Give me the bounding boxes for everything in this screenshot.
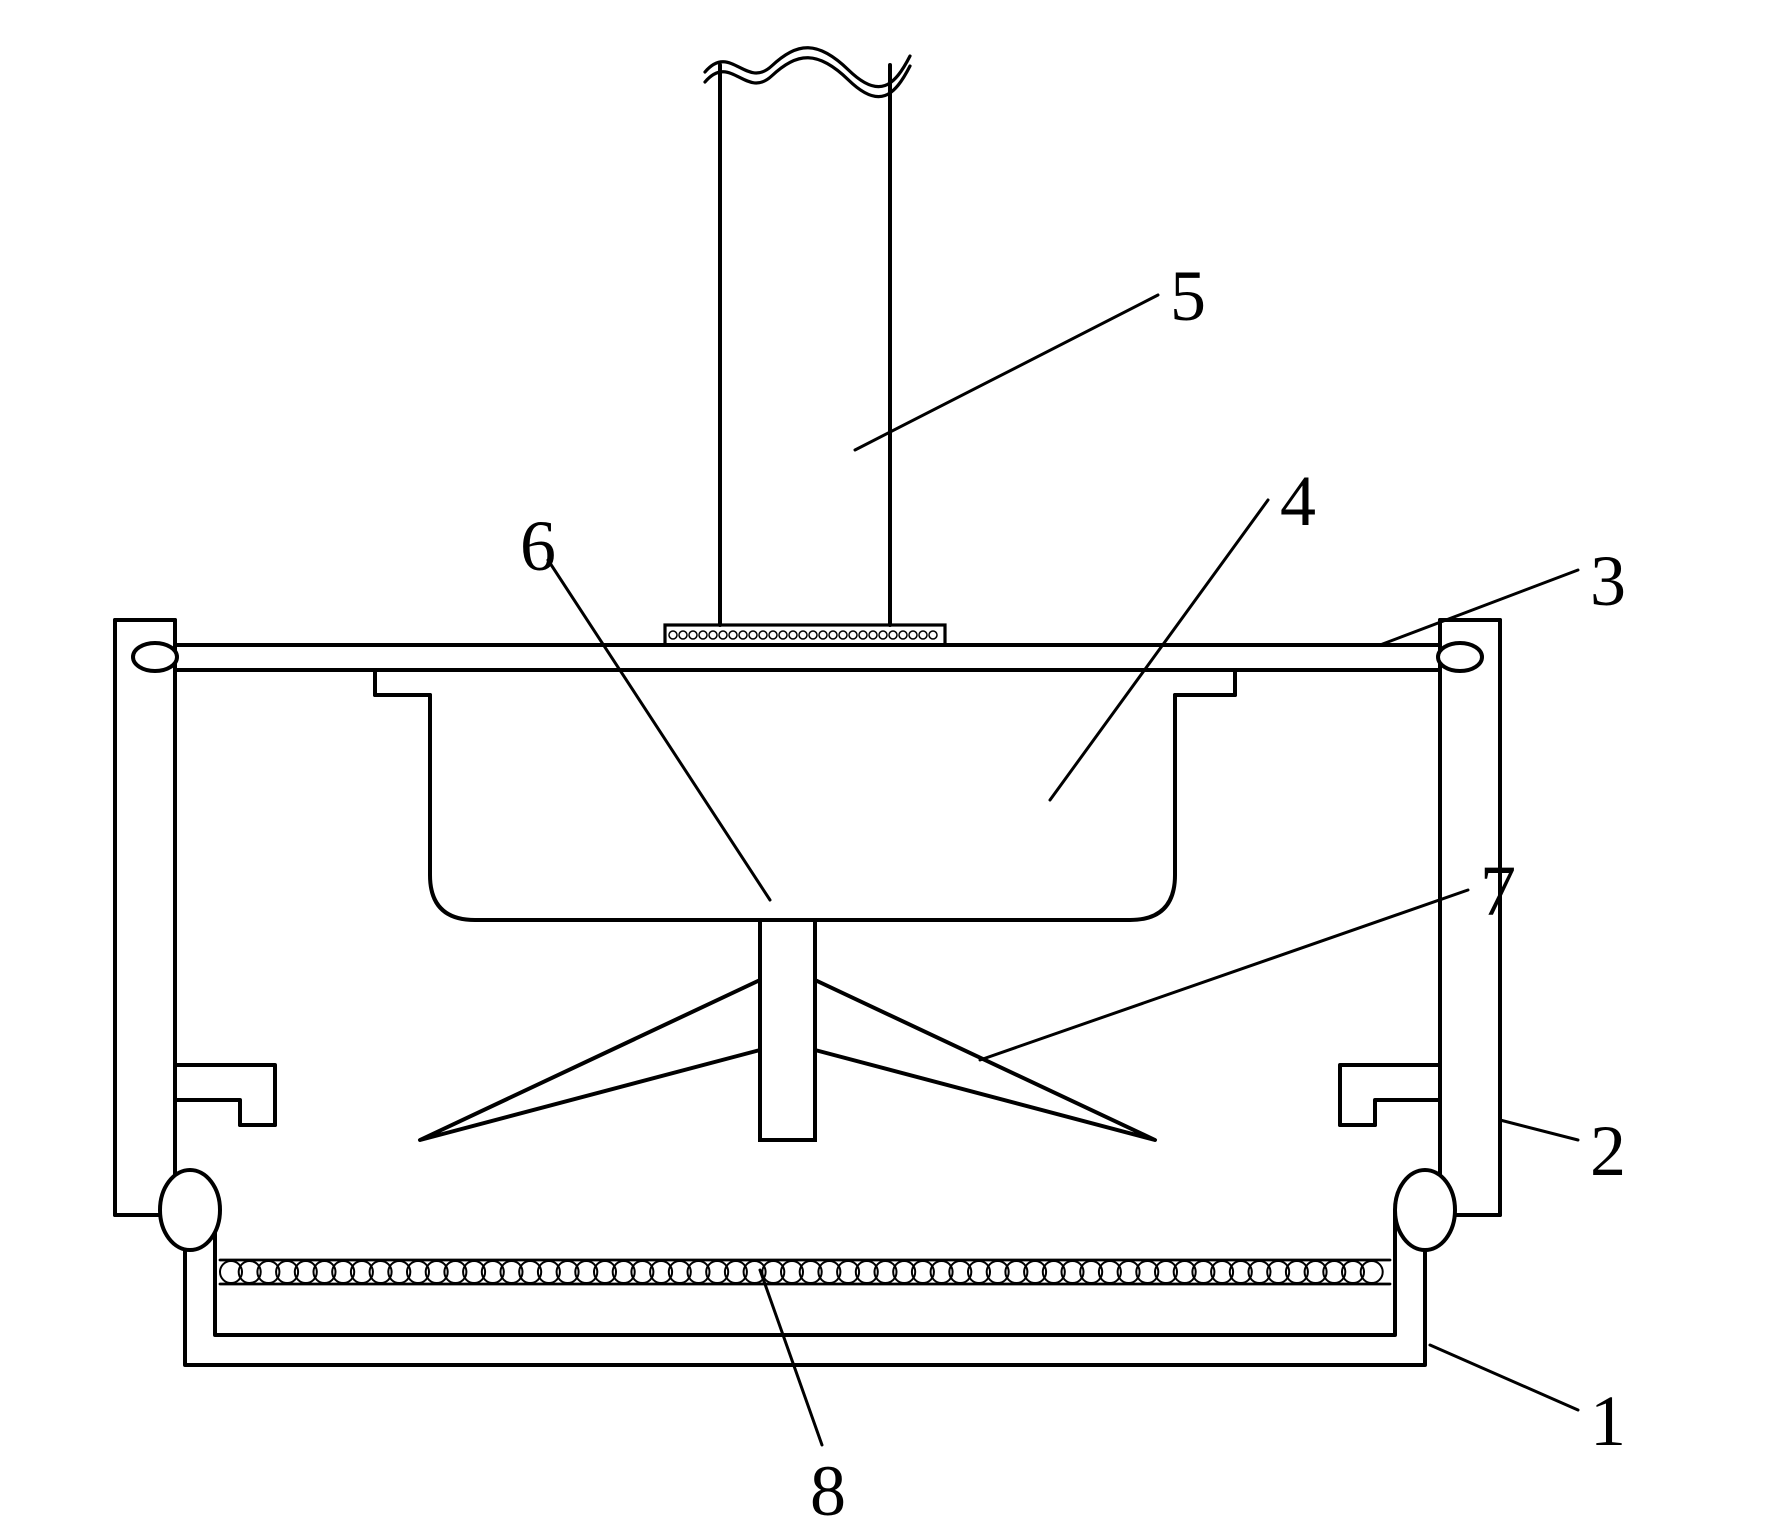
- callout-label-5: 5: [1170, 255, 1206, 338]
- diagram-svg: [0, 0, 1766, 1510]
- callout-label-4: 4: [1280, 460, 1316, 543]
- callout-label-3: 3: [1590, 540, 1626, 623]
- callout-label-2: 2: [1590, 1110, 1626, 1193]
- callout-label-7: 7: [1480, 850, 1516, 933]
- callout-label-6: 6: [520, 505, 556, 588]
- callout-label-8: 8: [810, 1450, 846, 1533]
- diagram-container: 1 2 3 4 5 6 7 8: [0, 0, 1766, 1510]
- callout-label-1: 1: [1590, 1380, 1626, 1463]
